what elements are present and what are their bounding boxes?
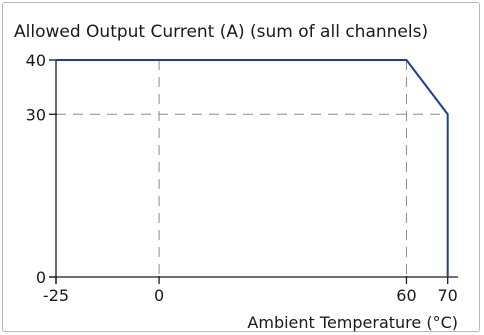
y-tick-label-40: 40 bbox=[26, 51, 46, 70]
x-tick-label-0: 0 bbox=[154, 286, 164, 305]
x-tick-label-70: 70 bbox=[438, 286, 458, 305]
y-tick-label-0: 0 bbox=[36, 268, 46, 287]
x-axis-label: Ambient Temperature (°C) bbox=[247, 313, 458, 332]
series-line-0 bbox=[56, 59, 449, 277]
chart-title: Allowed Output Current (A) (sum of all c… bbox=[14, 22, 428, 42]
x-tick-label-60: 60 bbox=[396, 286, 416, 305]
x-tick-label--25: -25 bbox=[43, 286, 69, 305]
y-tick-label-30: 30 bbox=[26, 105, 46, 124]
